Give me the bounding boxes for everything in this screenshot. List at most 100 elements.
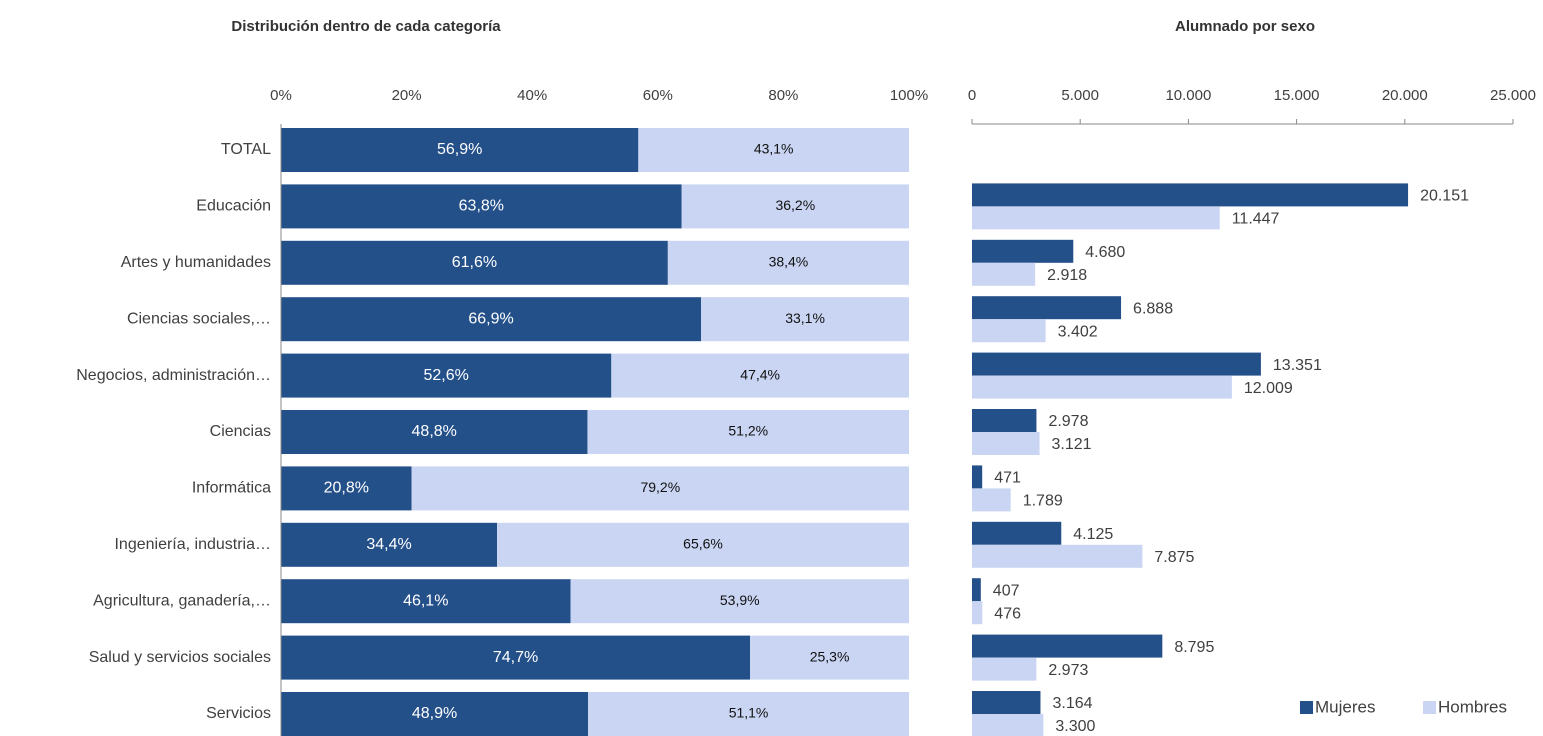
data-label: 407 (993, 582, 1020, 599)
bar-segment (281, 353, 612, 398)
data-label: 20,8% (324, 480, 369, 497)
bar (972, 262, 1036, 286)
data-label: 2.978 (1048, 413, 1088, 430)
y-tick-label: Artes y humanidades (121, 254, 271, 271)
data-label: 11.447 (1232, 211, 1280, 228)
data-label: 12.009 (1244, 380, 1293, 397)
data-label: 25,3% (810, 648, 850, 664)
bar (972, 601, 983, 625)
bar (972, 432, 1040, 455)
x-tick-label: 0 (968, 87, 976, 104)
bar (972, 714, 1044, 736)
bar-segment (588, 692, 909, 736)
bar-segment (281, 522, 498, 567)
bar-segment (701, 297, 909, 342)
data-label: 51,1% (729, 705, 769, 721)
bar-segment (411, 466, 909, 511)
y-tick-label: Agricultura, ganadería,… (93, 592, 271, 609)
legend-label: Mujeres (1315, 697, 1375, 716)
bar (972, 352, 1261, 376)
chart-title: Distribución dentro de cada categoría (231, 18, 501, 35)
data-label: 74,7% (493, 649, 538, 666)
data-label: 36,2% (775, 197, 815, 213)
bar (972, 578, 981, 602)
bar-segment (638, 128, 909, 172)
data-label: 6.888 (1133, 300, 1173, 317)
y-tick-label: Informática (192, 480, 271, 497)
data-label: 1.789 (1023, 493, 1063, 510)
y-tick-label: Servicios (206, 705, 271, 722)
data-label: 3.121 (1052, 436, 1092, 453)
legend-swatch (1300, 701, 1313, 714)
data-label: 3.164 (1052, 695, 1092, 712)
data-label: 53,9% (720, 592, 760, 608)
bar (972, 544, 1143, 568)
data-label: 46,1% (403, 592, 448, 609)
data-label: 51,2% (728, 423, 768, 439)
data-label: 65,6% (683, 536, 723, 552)
bar (972, 409, 1037, 432)
data-label: 33,1% (785, 310, 825, 326)
x-tick-label: 5.000 (1061, 87, 1099, 104)
data-label: 66,9% (468, 310, 513, 327)
data-label: 476 (994, 605, 1021, 622)
x-tick-label: 10.000 (1165, 87, 1211, 104)
data-label: 43,1% (754, 141, 794, 157)
bar (972, 465, 983, 489)
bar-segment (570, 579, 909, 624)
legend-label: Hombres (1438, 697, 1507, 716)
bar-segment (667, 240, 909, 285)
data-label: 48,8% (412, 423, 457, 440)
data-label: 3.402 (1058, 323, 1098, 340)
y-tick-label: Negocios, administración… (76, 367, 271, 384)
data-label: 4.680 (1085, 244, 1125, 261)
bar (972, 206, 1220, 230)
data-label: 47,4% (740, 366, 780, 382)
bar (972, 375, 1232, 399)
bar (972, 691, 1041, 714)
data-label: 61,6% (452, 254, 497, 271)
bar (972, 296, 1122, 320)
bar-segment (281, 579, 571, 624)
bar (972, 183, 1409, 207)
bar-segment (281, 692, 589, 736)
data-label: 7.875 (1154, 549, 1194, 566)
data-label: 48,9% (412, 705, 457, 722)
x-tick-label: 15.000 (1274, 87, 1320, 104)
bar (972, 488, 1011, 512)
y-tick-label: Salud y servicios sociales (89, 649, 271, 666)
x-tick-label: 20% (392, 87, 422, 104)
chart-title: Alumnado por sexo (1175, 18, 1315, 35)
bar (972, 657, 1037, 681)
data-label: 63,8% (459, 198, 504, 215)
bar-segment (750, 635, 909, 680)
legend-swatch (1423, 701, 1436, 714)
bar (972, 319, 1046, 343)
bar-segment (281, 466, 412, 511)
bar (972, 239, 1074, 263)
data-label: 471 (994, 470, 1021, 487)
x-tick-label: 60% (643, 87, 673, 104)
bar-segment (611, 353, 909, 398)
bar-segment (281, 635, 751, 680)
bar (972, 521, 1062, 545)
bar-segment (681, 184, 909, 229)
bar-segment (281, 128, 639, 172)
x-tick-label: 0% (270, 87, 292, 104)
y-tick-label: Ingeniería, industria… (114, 536, 271, 553)
data-label: 38,4% (769, 254, 809, 270)
bar-segment (281, 184, 682, 229)
data-label: 79,2% (640, 479, 680, 495)
bar-segment (281, 297, 702, 342)
x-tick-label: 80% (768, 87, 798, 104)
data-label: 13.351 (1273, 357, 1322, 374)
x-tick-label: 40% (517, 87, 547, 104)
data-label: 2.918 (1047, 267, 1087, 284)
data-label: 34,4% (366, 536, 411, 553)
y-tick-label: Ciencias (210, 423, 271, 440)
data-label: 8.795 (1174, 639, 1214, 656)
bar-segment (281, 410, 588, 454)
data-label: 20.151 (1420, 188, 1469, 205)
data-label: 52,6% (423, 367, 468, 384)
y-tick-label: Ciencias sociales,… (127, 310, 271, 327)
